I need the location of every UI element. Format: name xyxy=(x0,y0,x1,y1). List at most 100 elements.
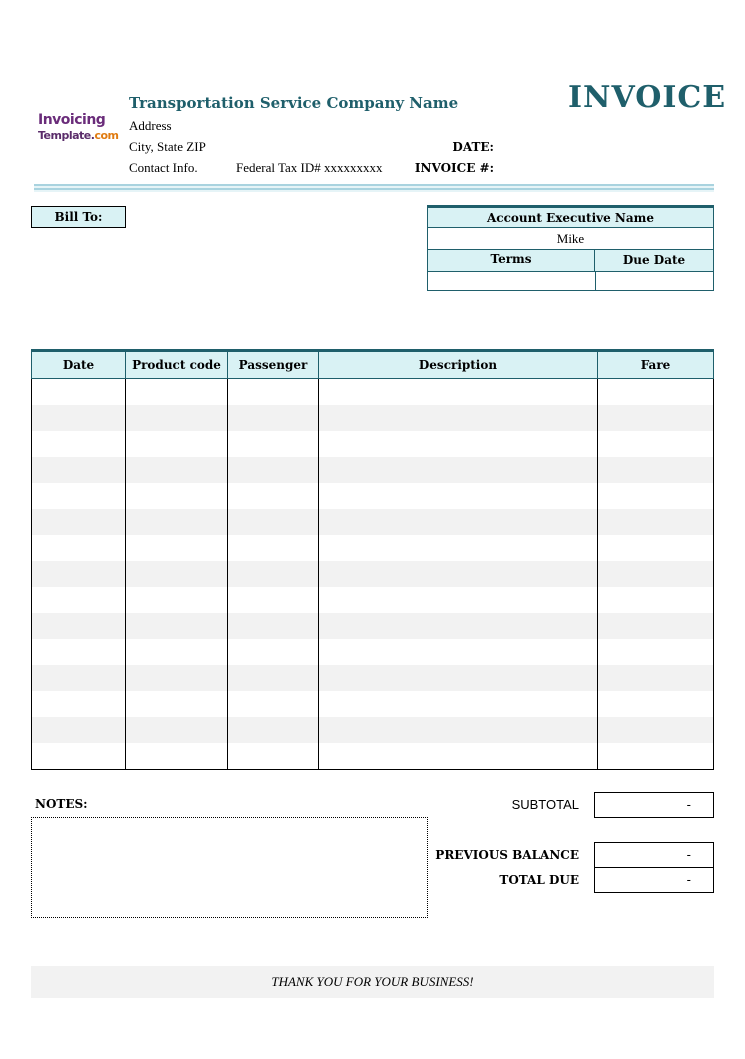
table-cell[interactable] xyxy=(597,509,714,535)
table-cell[interactable] xyxy=(31,743,126,770)
table-cell[interactable] xyxy=(31,639,126,665)
table-cell[interactable] xyxy=(125,561,228,587)
account-exec-name[interactable]: Mike xyxy=(428,228,713,250)
previous-balance-value[interactable]: - xyxy=(594,842,714,868)
col-passenger: Passenger xyxy=(227,350,319,379)
table-cell[interactable] xyxy=(227,431,319,457)
table-cell[interactable] xyxy=(125,691,228,717)
table-cell[interactable] xyxy=(597,691,714,717)
table-cell[interactable] xyxy=(125,535,228,561)
table-cell[interactable] xyxy=(31,691,126,717)
table-cell[interactable] xyxy=(227,665,319,691)
table-cell[interactable] xyxy=(125,483,228,509)
table-cell[interactable] xyxy=(597,483,714,509)
total-due-label: TOTAL DUE xyxy=(499,873,579,887)
table-cell[interactable] xyxy=(227,405,319,431)
table-cell[interactable] xyxy=(597,431,714,457)
due-date-value[interactable] xyxy=(596,272,713,291)
table-row xyxy=(31,535,714,561)
table-cell[interactable] xyxy=(318,613,598,639)
table-cell[interactable] xyxy=(597,561,714,587)
table-cell[interactable] xyxy=(227,378,319,405)
account-box: Account Executive Name Mike Terms Due Da… xyxy=(427,205,714,291)
table-cell[interactable] xyxy=(318,587,598,613)
table-cell[interactable] xyxy=(597,743,714,770)
table-cell[interactable] xyxy=(31,431,126,457)
table-cell[interactable] xyxy=(227,587,319,613)
logo-text-a: Template. xyxy=(38,129,95,142)
table-row xyxy=(31,717,714,743)
col-description: Description xyxy=(318,350,598,379)
table-cell[interactable] xyxy=(31,613,126,639)
col-product-code: Product code xyxy=(125,350,228,379)
subtotal-label: SUBTOTAL xyxy=(511,797,579,812)
table-cell[interactable] xyxy=(318,743,598,770)
logo-text-b: com xyxy=(94,129,119,142)
table-cell[interactable] xyxy=(227,743,319,770)
table-cell[interactable] xyxy=(597,535,714,561)
table-row xyxy=(31,639,714,665)
table-cell[interactable] xyxy=(125,431,228,457)
table-cell[interactable] xyxy=(597,613,714,639)
table-cell[interactable] xyxy=(227,717,319,743)
table-cell[interactable] xyxy=(125,587,228,613)
table-cell[interactable] xyxy=(31,561,126,587)
table-cell[interactable] xyxy=(125,405,228,431)
table-cell[interactable] xyxy=(318,691,598,717)
table-row xyxy=(31,587,714,613)
table-cell[interactable] xyxy=(31,717,126,743)
table-cell[interactable] xyxy=(31,405,126,431)
table-cell[interactable] xyxy=(31,535,126,561)
table-cell[interactable] xyxy=(227,535,319,561)
table-cell[interactable] xyxy=(318,509,598,535)
table-cell[interactable] xyxy=(318,561,598,587)
notes-field[interactable] xyxy=(31,817,428,918)
table-cell[interactable] xyxy=(31,378,126,405)
table-cell[interactable] xyxy=(125,613,228,639)
terms-value[interactable] xyxy=(428,272,596,291)
company-address: Address xyxy=(129,118,172,133)
table-cell[interactable] xyxy=(227,691,319,717)
invoice-number-label: INVOICE #: xyxy=(414,161,494,175)
table-cell[interactable] xyxy=(125,639,228,665)
table-cell[interactable] xyxy=(31,483,126,509)
table-cell[interactable] xyxy=(597,717,714,743)
table-cell[interactable] xyxy=(318,378,598,405)
table-cell[interactable] xyxy=(125,509,228,535)
table-cell[interactable] xyxy=(597,457,714,483)
table-cell[interactable] xyxy=(31,665,126,691)
table-cell[interactable] xyxy=(227,509,319,535)
account-exec-header: Account Executive Name xyxy=(428,208,713,228)
table-cell[interactable] xyxy=(597,587,714,613)
table-cell[interactable] xyxy=(597,405,714,431)
table-row xyxy=(31,743,714,770)
table-cell[interactable] xyxy=(318,405,598,431)
table-cell[interactable] xyxy=(597,378,714,405)
table-cell[interactable] xyxy=(227,561,319,587)
table-cell[interactable] xyxy=(597,639,714,665)
table-cell[interactable] xyxy=(125,457,228,483)
table-cell[interactable] xyxy=(597,665,714,691)
table-cell[interactable] xyxy=(318,717,598,743)
table-cell[interactable] xyxy=(227,639,319,665)
table-cell[interactable] xyxy=(125,665,228,691)
table-cell[interactable] xyxy=(318,665,598,691)
table-cell[interactable] xyxy=(318,431,598,457)
table-cell[interactable] xyxy=(125,378,228,405)
table-row xyxy=(31,405,714,431)
table-cell[interactable] xyxy=(318,639,598,665)
table-row xyxy=(31,509,714,535)
table-cell[interactable] xyxy=(125,743,228,770)
table-cell[interactable] xyxy=(318,535,598,561)
table-cell[interactable] xyxy=(31,509,126,535)
table-cell[interactable] xyxy=(125,717,228,743)
table-cell[interactable] xyxy=(227,613,319,639)
table-cell[interactable] xyxy=(318,483,598,509)
table-cell[interactable] xyxy=(31,587,126,613)
header-divider xyxy=(34,184,714,192)
table-cell[interactable] xyxy=(31,457,126,483)
footer-thanks: THANK YOU FOR YOUR BUSINESS! xyxy=(31,966,714,998)
table-cell[interactable] xyxy=(227,457,319,483)
table-cell[interactable] xyxy=(227,483,319,509)
table-cell[interactable] xyxy=(318,457,598,483)
